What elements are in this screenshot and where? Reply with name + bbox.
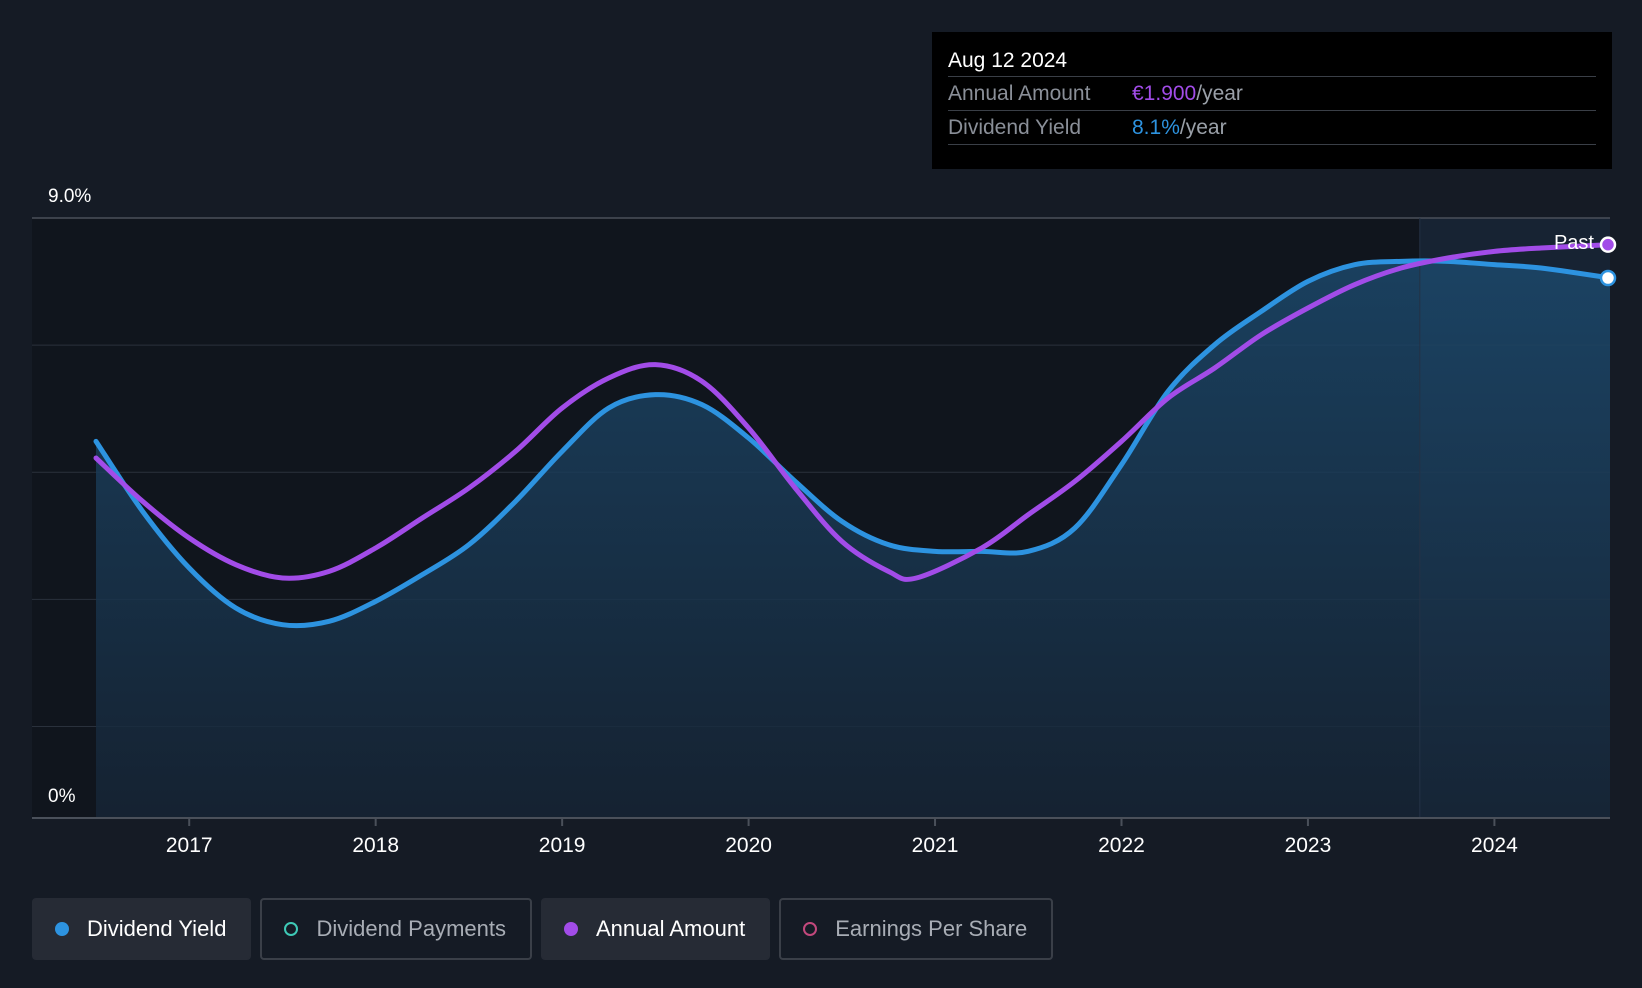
x-tick-label: 2020: [725, 834, 772, 857]
x-tick-label: 2018: [352, 834, 399, 857]
tooltip-row-annual-amount: Annual Amount €1.900 /year: [948, 76, 1596, 110]
dividend-yield-end-point: [1599, 269, 1617, 287]
annual-amount-line: [93, 242, 1613, 582]
y-tick-label-bottom: 0%: [48, 786, 76, 807]
circle-icon: [284, 922, 299, 936]
legend: Dividend Yield Dividend Payments Annual …: [32, 898, 1054, 960]
dividend-yield-line: [93, 258, 1613, 629]
tooltip-unit: /year: [1196, 82, 1243, 105]
tooltip-date: Aug 12 2024: [948, 49, 1068, 72]
x-tick-label: 2019: [539, 834, 586, 857]
x-tick-label: 2022: [1098, 834, 1145, 857]
legend-label: Annual Amount: [595, 916, 746, 941]
x-axis-ticks: 2017 2018 2019 2020 2021 2022 2023 2024: [166, 818, 1518, 857]
tooltip-label: Dividend Yield: [948, 116, 1082, 139]
circle-icon: [803, 922, 818, 936]
x-tick-label: 2023: [1285, 834, 1332, 857]
legend-label: Dividend Yield: [87, 916, 227, 941]
legend-annual-amount[interactable]: Annual Amount: [540, 898, 771, 960]
y-tick-label-top: 9.0%: [48, 186, 91, 207]
past-label: Past: [1554, 232, 1594, 254]
legend-label: Earnings Per Share: [835, 916, 1028, 941]
legend-dividend-yield[interactable]: Dividend Yield: [32, 898, 252, 960]
annual-amount-end-point: [1599, 236, 1617, 253]
dividend-yield-area: [96, 260, 1610, 819]
legend-earnings-per-share[interactable]: Earnings Per Share: [779, 898, 1054, 960]
tooltip-value: €1.900: [1132, 82, 1197, 105]
dot-icon: [563, 922, 578, 936]
series-lines: [93, 242, 1613, 629]
x-tick-label: 2021: [912, 834, 959, 857]
tooltip: Aug 12 2024 Annual Amount €1.900 /year D…: [932, 32, 1612, 169]
x-tick-label: 2024: [1471, 834, 1518, 857]
dot-icon: [55, 922, 69, 936]
tooltip-unit: /year: [1179, 116, 1227, 139]
tooltip-label: Annual Amount: [948, 82, 1091, 105]
area-layer: [96, 260, 1610, 819]
tooltip-value: 8.1%: [1132, 116, 1180, 139]
x-tick-label: 2017: [166, 834, 213, 857]
end-markers: [1599, 236, 1617, 287]
legend-label: Dividend Payments: [316, 916, 506, 941]
legend-dividend-payments[interactable]: Dividend Payments: [260, 898, 532, 960]
tooltip-row-dividend-yield: Dividend Yield 8.1% /year: [948, 110, 1596, 145]
